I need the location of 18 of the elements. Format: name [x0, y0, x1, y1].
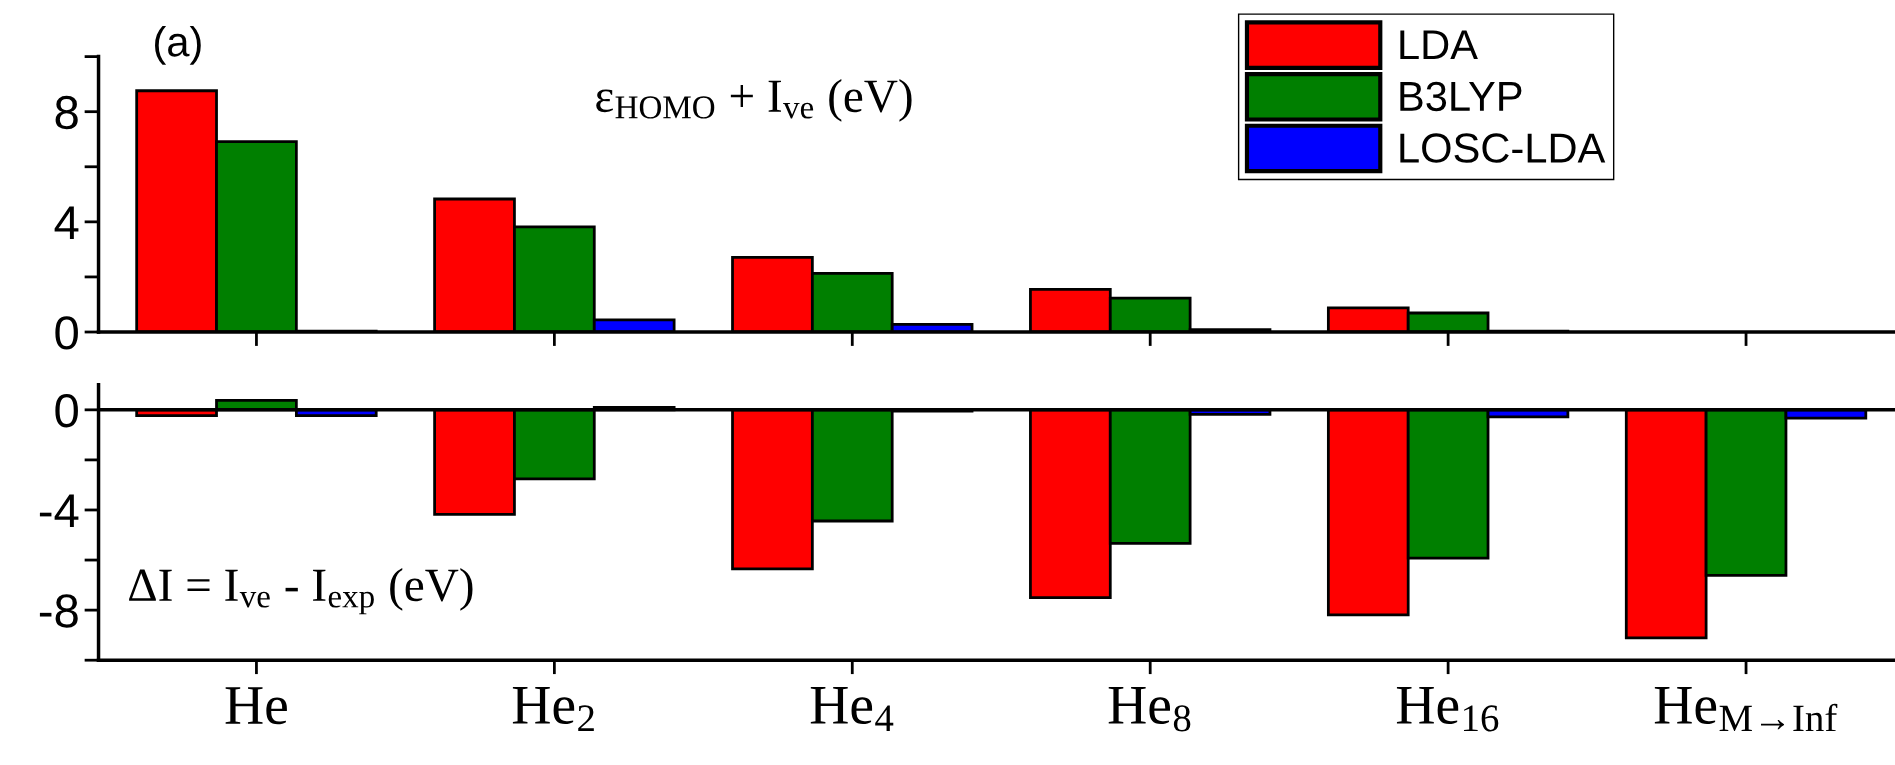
- legend-label: LDA: [1400, 30, 1478, 60]
- x-tick-label: He$_{8}$: [1108, 687, 1191, 732]
- x-tick-label: He$_{16}$: [1396, 687, 1499, 732]
- y-tick-label: -4: [39, 494, 79, 528]
- legend-label: LOSC-LDA: [1400, 133, 1606, 163]
- legend-label: B3LYP: [1400, 81, 1522, 112]
- annotation: ΔI = I$_{ve}$ - I$_{exp}$ (eV): [129, 567, 473, 615]
- annotation: ε$_{HOMO}$ + I$_{ve}$ (eV): [596, 78, 912, 122]
- x-tick-label: He$_{M→Inf}$: [1654, 687, 1838, 732]
- y-tick-label: 0: [55, 393, 78, 428]
- x-tick-label: He$_{2}$: [512, 687, 594, 732]
- y-tick-label: 0: [55, 316, 78, 350]
- annotation: (a): [155, 26, 201, 65]
- y-tick-label: -8: [39, 594, 78, 628]
- x-tick-label: He$_{4}$: [810, 687, 894, 732]
- x-tick-label: He: [225, 687, 287, 725]
- y-tick-label: 4: [54, 206, 79, 239]
- y-tick-label: 8: [55, 95, 78, 130]
